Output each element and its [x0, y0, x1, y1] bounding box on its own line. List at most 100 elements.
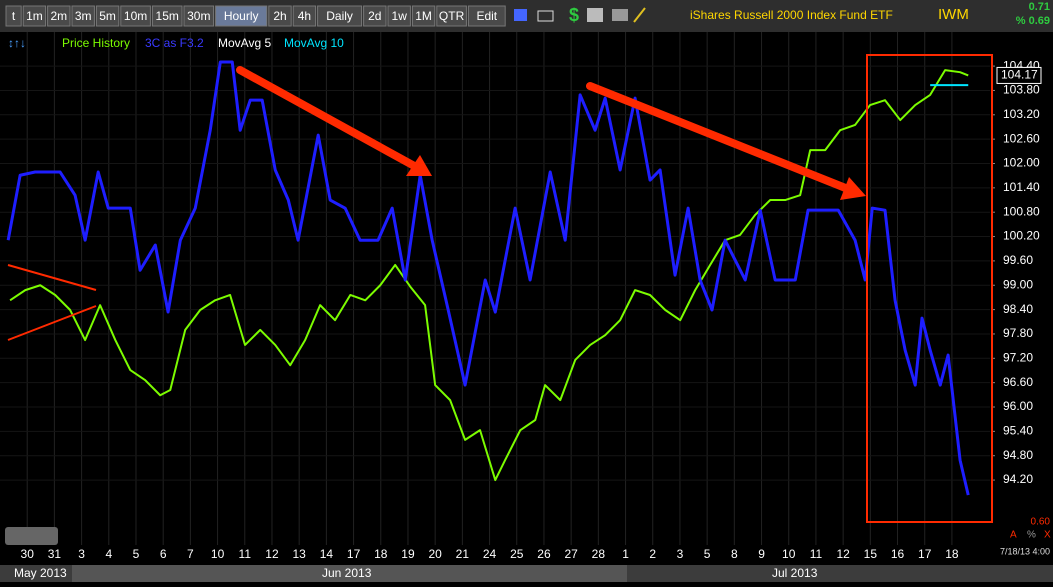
legend-entry: MovAvg 5 — [218, 36, 271, 50]
symbol: IWM — [938, 6, 969, 23]
x-tick-label: 25 — [510, 547, 524, 561]
timeframe-button[interactable] — [151, 5, 183, 27]
last-price-label: 104.17 — [1001, 68, 1038, 82]
y-tick-label: 100.20 — [1003, 229, 1040, 243]
footer-value: 0.60 — [1031, 517, 1051, 528]
timeframe-button[interactable] — [120, 5, 151, 27]
timeframe-label[interactable]: 10m — [124, 9, 147, 23]
legend-entry: Price History — [62, 36, 130, 50]
x-tick-label: 16 — [891, 547, 905, 561]
y-tick-label: 102.60 — [1003, 131, 1040, 145]
timeframe-label[interactable]: 5m — [99, 9, 116, 23]
x-tick-label: 21 — [456, 547, 470, 561]
month-label: Jun 2013 — [322, 566, 372, 580]
x-tick-label: 6 — [160, 547, 167, 561]
timeframe-label[interactable]: 30m — [187, 9, 210, 23]
x-tick-label: 10 — [782, 547, 796, 561]
y-tick-label: 99.60 — [1003, 253, 1033, 267]
timeframe-button[interactable] — [71, 5, 95, 27]
x-tick-label: 5 — [133, 547, 140, 561]
month-label: Jul 2013 — [772, 566, 818, 580]
x-tick-label: 11 — [239, 547, 252, 561]
timeframe-button[interactable] — [411, 5, 436, 27]
y-tick-label: 103.80 — [1003, 83, 1040, 97]
footer-pct[interactable]: % — [1027, 530, 1036, 541]
save-icon[interactable] — [514, 9, 527, 21]
arrow-head — [840, 177, 866, 200]
y-tick-label: 94.80 — [1003, 448, 1033, 462]
timeframe-label[interactable]: 3m — [75, 9, 92, 23]
timeframe-button[interactable] — [5, 5, 22, 27]
series-line — [9, 69, 969, 482]
timeframe-label[interactable]: t — [12, 9, 16, 23]
timeframe-button[interactable] — [268, 5, 292, 27]
legend-entry: 3C as F3.2 — [145, 36, 204, 50]
timeframe-label[interactable]: Hourly — [224, 9, 259, 23]
timeframe-label[interactable]: 4h — [298, 9, 311, 23]
timeframe-label[interactable]: 2d — [368, 9, 381, 23]
x-tick-label: 3 — [78, 547, 85, 561]
draw-icon[interactable] — [633, 7, 646, 23]
x-tick-label: 7 — [187, 547, 194, 561]
timeframe-button[interactable] — [292, 5, 317, 27]
timeframe-button[interactable] — [436, 5, 467, 27]
mail-icon[interactable] — [537, 10, 554, 22]
timeframe-label[interactable]: 2m — [50, 9, 67, 23]
x-tick-label: 31 — [48, 547, 62, 561]
timeframe-button[interactable] — [317, 5, 363, 27]
title: iShares Russell 2000 Index Fund ETF — [690, 8, 893, 22]
x-tick-label: 10 — [211, 547, 225, 561]
x-tick-label: 8 — [731, 547, 738, 561]
timeframe-label[interactable]: 15m — [156, 9, 179, 23]
y-tick-label: 97.20 — [1003, 350, 1033, 364]
timeframe-label[interactable]: 1M — [415, 9, 432, 23]
x-tick-label: 9 — [758, 547, 765, 561]
footer-x[interactable]: X — [1044, 530, 1051, 541]
timeframe-label[interactable]: Daily — [326, 9, 353, 23]
timeframe-button[interactable] — [215, 5, 268, 27]
timeframe-label[interactable]: 1w — [392, 9, 408, 23]
timeframe-button[interactable] — [47, 5, 71, 27]
trend-line — [7, 264, 97, 291]
timeframe-button[interactable] — [22, 5, 47, 27]
y-tick-label: 103.20 — [1003, 107, 1040, 121]
x-tick-label: 24 — [483, 547, 497, 561]
timeframe-button[interactable] — [363, 5, 387, 27]
timeframe-button[interactable] — [95, 5, 120, 27]
timeframe-label[interactable]: 2h — [273, 9, 286, 23]
y-tick-label: 99.00 — [1003, 277, 1033, 291]
arrow-head — [406, 155, 432, 176]
month-label: May 2013 — [14, 566, 67, 580]
x-tick-label: 17 — [918, 547, 932, 561]
footer-date: 7/18/13 4:00 — [1000, 546, 1050, 556]
x-tick-label: 2 — [649, 547, 656, 561]
legend-arrows: ↕↑↓ — [8, 36, 26, 50]
dollar-icon[interactable]: $ — [569, 5, 579, 25]
print-icon[interactable] — [587, 8, 603, 22]
zoom-button[interactable] — [5, 527, 58, 545]
x-tick-label: 18 — [945, 547, 959, 561]
month-cell — [627, 565, 1053, 582]
timeframe-button[interactable] — [387, 5, 411, 27]
x-tick-label: 20 — [428, 547, 442, 561]
y-tick-label: 100.80 — [1003, 204, 1040, 218]
x-tick-label: 12 — [265, 547, 279, 561]
arrow — [586, 82, 852, 193]
timeframe-button[interactable] — [183, 5, 215, 27]
x-tick-label: 17 — [347, 547, 361, 561]
x-tick-label: 4 — [105, 547, 112, 561]
last-price-box — [996, 66, 1042, 84]
x-tick-label: 3 — [677, 547, 684, 561]
annotations — [7, 54, 993, 523]
timeframe-label[interactable]: QTR — [439, 9, 465, 23]
change-pct: % 0.69 — [1016, 15, 1050, 27]
timeframe-button[interactable] — [467, 5, 506, 27]
arrow — [236, 66, 422, 172]
y-tick-label: 96.60 — [1003, 375, 1033, 389]
timeframe-label[interactable]: 1m — [26, 9, 43, 23]
y-tick-label: 96.00 — [1003, 399, 1033, 413]
timeframe-label[interactable]: Edit — [476, 9, 497, 23]
settings-icon[interactable] — [612, 9, 628, 21]
footer-a[interactable]: A — [1010, 530, 1017, 541]
